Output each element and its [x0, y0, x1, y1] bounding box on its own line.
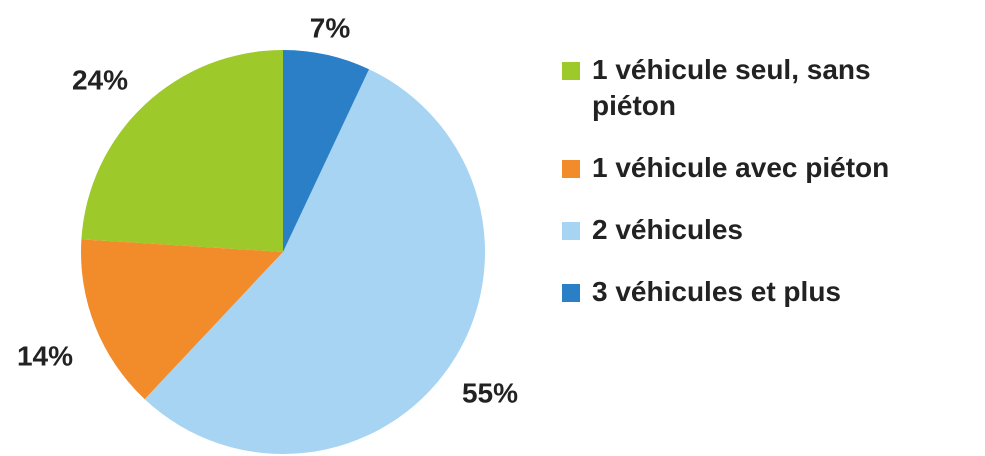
- legend-item: 3 véhicules et plus: [562, 274, 977, 310]
- legend-item: 1 véhicule seul, sans piéton: [562, 52, 962, 124]
- data-label: 24%: [72, 64, 128, 95]
- legend-label: 1 véhicule seul, sans piéton: [592, 54, 871, 121]
- legend-swatch: [562, 222, 580, 240]
- legend-item: 2 véhicules: [562, 212, 977, 248]
- legend: 1 véhicule seul, sans piéton 1 véhicule a…: [562, 52, 977, 336]
- data-label: 7%: [310, 12, 351, 43]
- data-label: 55%: [462, 377, 518, 408]
- legend-label: 3 véhicules et plus: [592, 276, 841, 307]
- legend-label: 1 véhicule avec piéton: [592, 152, 890, 183]
- pie-slice: [144, 69, 486, 454]
- legend-swatch: [562, 62, 580, 80]
- pie-slice: [283, 50, 370, 252]
- legend-swatch: [562, 160, 580, 178]
- data-label: 14%: [17, 340, 73, 371]
- legend-swatch: [562, 284, 580, 302]
- pie-slice: [81, 239, 283, 400]
- legend-item: 1 véhicule avec piéton: [562, 150, 977, 186]
- pie-slice: [81, 50, 284, 252]
- legend-label: 2 véhicules: [592, 214, 743, 245]
